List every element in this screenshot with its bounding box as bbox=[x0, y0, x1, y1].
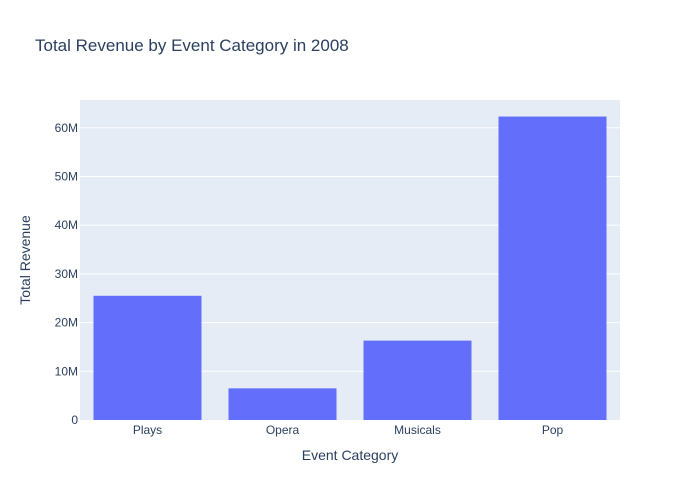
y-tick-label: 0 bbox=[71, 413, 78, 427]
y-tick-label: 50M bbox=[55, 169, 78, 183]
y-tick-label: 30M bbox=[55, 267, 78, 281]
y-axis-title: Total Revenue bbox=[17, 215, 33, 305]
y-tick-label: 10M bbox=[55, 364, 78, 378]
bar-plays[interactable] bbox=[93, 295, 202, 420]
x-tick-label-musicals: Musicals bbox=[394, 423, 441, 437]
x-tick-label-pop: Pop bbox=[542, 423, 564, 437]
bar-opera[interactable] bbox=[228, 388, 337, 420]
chart-title: Total Revenue by Event Category in 2008 bbox=[35, 36, 349, 55]
x-axis-ticks: Plays Opera Musicals Pop bbox=[133, 423, 564, 437]
x-axis-title: Event Category bbox=[302, 447, 399, 463]
bar-musicals[interactable] bbox=[363, 340, 472, 420]
bars bbox=[93, 116, 607, 420]
x-tick-label-plays: Plays bbox=[133, 423, 162, 437]
bar-pop[interactable] bbox=[498, 116, 607, 420]
y-axis-ticks: 0 10M 20M 30M 40M 50M 60M bbox=[55, 121, 79, 427]
y-tick-label: 60M bbox=[55, 121, 78, 135]
y-tick-label: 40M bbox=[55, 218, 78, 232]
y-tick-label: 20M bbox=[55, 316, 78, 330]
x-tick-label-opera: Opera bbox=[266, 423, 300, 437]
